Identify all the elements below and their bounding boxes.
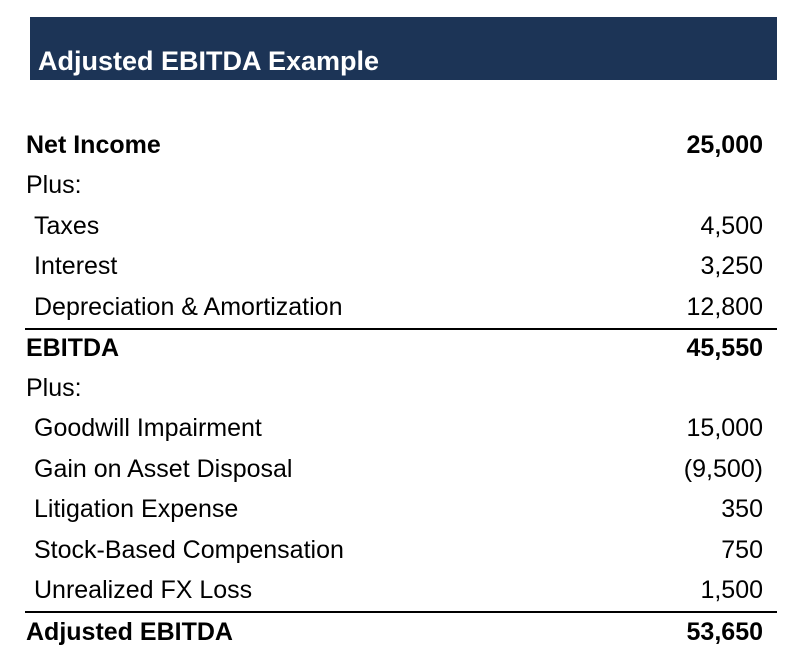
row-label: Litigation Expense bbox=[34, 495, 239, 524]
table-row: Stock-Based Compensation 750 bbox=[25, 530, 777, 571]
row-value: 350 bbox=[721, 495, 763, 524]
row-value: 25,000 bbox=[686, 130, 763, 159]
table-row: Litigation Expense 350 bbox=[25, 490, 777, 531]
table-row: Goodwill Impairment 15,000 bbox=[25, 409, 777, 450]
row-value: 45,550 bbox=[686, 334, 763, 363]
table-row: Taxes 4,500 bbox=[25, 206, 777, 247]
table-row: Gain on Asset Disposal (9,500) bbox=[25, 449, 777, 490]
row-value: 53,650 bbox=[686, 617, 763, 646]
row-label: Adjusted EBITDA bbox=[26, 617, 233, 646]
row-label: EBITDA bbox=[26, 334, 120, 363]
row-value: 1,500 bbox=[700, 576, 763, 605]
row-label: Depreciation & Amortization bbox=[34, 292, 343, 321]
table-row: Interest 3,250 bbox=[25, 247, 777, 288]
table-row: Plus: bbox=[25, 368, 777, 409]
row-value: 4,500 bbox=[700, 211, 763, 240]
row-label: Unrealized FX Loss bbox=[34, 576, 253, 605]
row-label: Plus: bbox=[26, 373, 82, 402]
title-bar: Adjusted EBITDA Example bbox=[30, 17, 777, 80]
row-value: 15,000 bbox=[686, 414, 763, 443]
row-label: Stock-Based Compensation bbox=[34, 535, 344, 564]
table-row: Unrealized FX Loss 1,500 bbox=[25, 571, 777, 612]
page-title: Adjusted EBITDA Example bbox=[38, 46, 380, 76]
row-label: Goodwill Impairment bbox=[34, 414, 262, 443]
row-label: Interest bbox=[34, 252, 118, 281]
table-row: EBITDA 45,550 bbox=[25, 327, 777, 369]
row-label: Net Income bbox=[26, 130, 161, 159]
table-row: Net Income 25,000 bbox=[25, 125, 777, 166]
row-label: Gain on Asset Disposal bbox=[34, 454, 293, 483]
ebitda-table: Net Income 25,000 Plus: Taxes 4,500 Inte… bbox=[25, 125, 777, 652]
row-label: Taxes bbox=[34, 211, 100, 240]
table-row: Plus: bbox=[25, 166, 777, 207]
row-value: 12,800 bbox=[686, 292, 763, 321]
row-value: 750 bbox=[721, 535, 763, 564]
row-value: 3,250 bbox=[700, 252, 763, 281]
table-row: Adjusted EBITDA 53,650 bbox=[25, 611, 777, 652]
row-value: (9,500) bbox=[683, 454, 763, 483]
table-row: Depreciation & Amortization 12,800 bbox=[25, 287, 777, 328]
row-label: Plus: bbox=[26, 171, 82, 200]
